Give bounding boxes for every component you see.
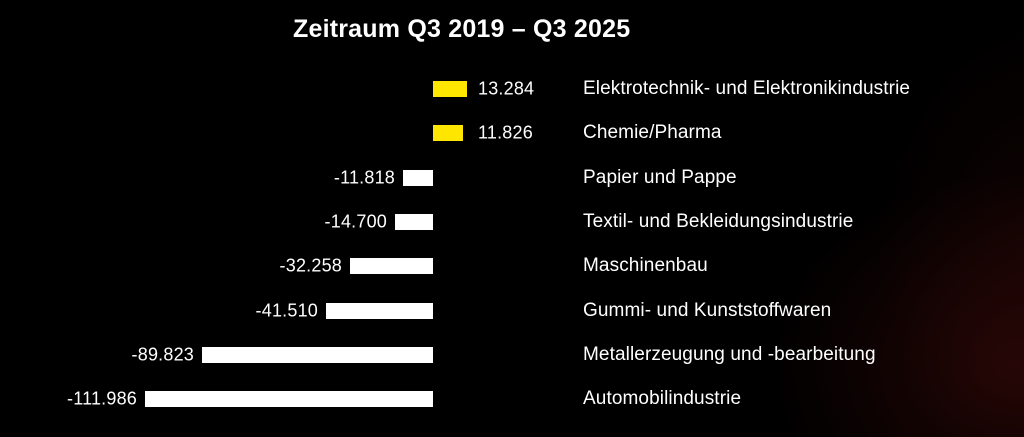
value-label: -41.510 [255, 300, 318, 321]
value-label: -11.818 [333, 167, 395, 188]
value-label: -14.700 [324, 211, 387, 232]
chart-row: -41.510 Gummi- und Kunststoffwaren [0, 288, 1024, 332]
negative-bar [145, 391, 433, 408]
value-label: 11.826 [478, 122, 533, 143]
value-label: -32.258 [279, 255, 342, 276]
chart-rows: 13.284 Elektrotechnik- und Elektronikindu… [0, 67, 1024, 421]
negative-bar [350, 258, 433, 275]
chart-row: -89.823 Metallerzeugung und -bearbeitung [0, 333, 1024, 377]
category-label: Elektrotechnik- und Elektronikindustrie [583, 78, 911, 100]
negative-bar [403, 169, 433, 186]
chart-row: -111.986 Automobilindustrie [0, 377, 1024, 421]
category-label: Textil- und Bekleidungsindustrie [583, 211, 854, 233]
chart-row: -32.258 Maschinenbau [0, 244, 1024, 288]
category-label: Maschinenbau [583, 255, 708, 277]
chart-row: 13.284 Elektrotechnik- und Elektronikindu… [0, 67, 1024, 111]
category-label: Metallerzeugung und -bearbeitung [583, 343, 876, 365]
value-label: -111.986 [67, 388, 137, 409]
chart-row: -14.700 Textil- und Bekleidungsindustrie [0, 200, 1024, 244]
chart-row: 11.826 Chemie/Pharma [0, 111, 1024, 155]
category-label: Gummi- und Kunststoffwaren [583, 299, 832, 321]
chart-title: Zeitraum Q3 2019 – Q3 2025 [293, 15, 631, 43]
category-label: Papier und Pappe [583, 166, 737, 188]
value-label: -89.823 [131, 344, 194, 365]
category-label: Automobilindustrie [583, 388, 742, 410]
positive-bar [433, 81, 467, 98]
negative-bar [395, 214, 433, 231]
negative-bar [202, 346, 433, 363]
negative-bar [326, 302, 433, 319]
category-label: Chemie/Pharma [583, 122, 722, 144]
chart-row: -11.818 Papier und Pappe [0, 156, 1024, 200]
positive-bar [433, 125, 463, 142]
value-label: 13.284 [478, 78, 535, 99]
